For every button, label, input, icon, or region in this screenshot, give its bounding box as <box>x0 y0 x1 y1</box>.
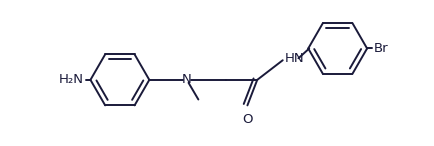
Text: H₂N: H₂N <box>59 73 84 86</box>
Text: Br: Br <box>374 42 388 55</box>
Text: HN: HN <box>285 52 304 65</box>
Text: O: O <box>242 113 253 126</box>
Text: N: N <box>182 73 191 86</box>
